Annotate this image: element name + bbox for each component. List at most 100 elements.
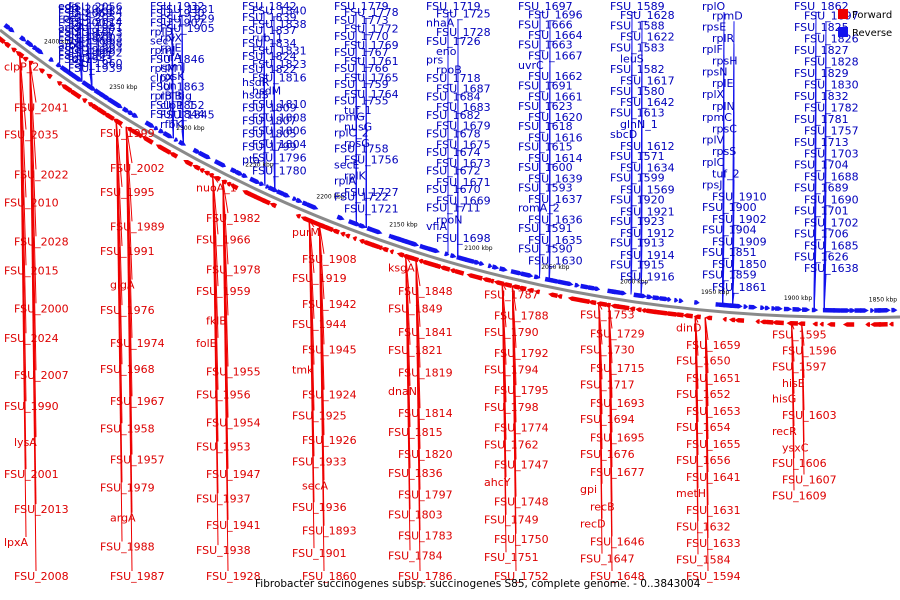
forward-gene-label[interactable]: FSU_2000 xyxy=(14,302,69,315)
reverse-gene-label[interactable]: FSU_1616 xyxy=(528,132,583,145)
forward-gene-label[interactable]: FSU_2024 xyxy=(4,332,59,345)
reverse-gene-label[interactable]: FSU_1840 xyxy=(252,5,307,18)
reverse-gene-label[interactable]: FSU_1615 xyxy=(518,141,573,154)
reverse-gene-label[interactable]: FSU_2052 xyxy=(68,11,123,24)
forward-gene-label[interactable]: FSU_2022 xyxy=(14,168,69,181)
reverse-gene-label[interactable]: FSU_1902 xyxy=(712,213,767,226)
forward-gene-label[interactable]: clpP_2 xyxy=(4,61,39,74)
reverse-gene-label[interactable]: FSU_1614 xyxy=(528,152,583,165)
forward-gene-label[interactable]: FSU_1968 xyxy=(100,363,155,376)
forward-gene-label[interactable]: FSU_1676 xyxy=(580,448,635,461)
forward-gene-label[interactable]: FSU_1787 xyxy=(484,289,539,302)
reverse-gene-label[interactable]: infA xyxy=(160,51,182,64)
forward-gene-label[interactable]: recD xyxy=(580,518,606,531)
reverse-gene-label[interactable]: FSU_1685 xyxy=(804,239,859,252)
reverse-gene-label[interactable]: FSU_1825 xyxy=(794,21,849,34)
reverse-gene-label[interactable]: FSU_1807 xyxy=(242,115,297,128)
forward-gene-label[interactable]: FSU_1848 xyxy=(398,285,453,298)
forward-gene-label[interactable]: FSU_1750 xyxy=(494,533,549,546)
forward-gene-label[interactable]: FSU_1979 xyxy=(100,481,155,494)
forward-gene-label[interactable]: gpi xyxy=(580,483,597,496)
forward-gene-label[interactable]: dinD xyxy=(676,322,701,335)
reverse-gene-label[interactable]: rpsN xyxy=(702,66,727,79)
reverse-gene-label[interactable]: FSU_1580 xyxy=(610,85,665,98)
reverse-gene-label[interactable]: FSU_1683 xyxy=(436,101,491,114)
forward-gene-label[interactable]: FSU_1631 xyxy=(686,504,741,517)
forward-gene-label[interactable]: FSU_1926 xyxy=(302,434,357,447)
reverse-gene-label[interactable]: FSU_1713 xyxy=(794,136,849,149)
reverse-gene-label[interactable]: uvrC xyxy=(518,59,544,72)
forward-gene-label[interactable]: recB xyxy=(590,501,615,514)
reverse-gene-label[interactable]: FSU_1591 xyxy=(518,222,573,235)
reverse-gene-label[interactable]: rpsM xyxy=(150,62,177,75)
reverse-gene-label[interactable]: rpsK xyxy=(160,70,185,83)
reverse-gene-label[interactable]: rplK xyxy=(344,170,367,183)
forward-gene-label[interactable]: FSU_1753 xyxy=(580,309,635,322)
reverse-gene-label[interactable]: FSU_1722 xyxy=(334,191,389,204)
forward-gene-label[interactable]: FSU_1820 xyxy=(398,448,453,461)
reverse-gene-label[interactable]: FSU_1850 xyxy=(712,258,767,271)
reverse-gene-label[interactable]: FSU_1960 xyxy=(68,57,123,70)
reverse-gene-label[interactable]: FSU_2056 xyxy=(68,1,123,14)
reverse-gene-label[interactable]: FSU_1905 xyxy=(160,22,215,35)
reverse-gene-label[interactable]: eda xyxy=(58,0,79,13)
reverse-gene-label[interactable]: FSU_1929 xyxy=(160,12,215,25)
reverse-gene-label[interactable]: FSU_1961 xyxy=(58,48,113,61)
reverse-gene-label[interactable]: FSU_1758 xyxy=(334,142,389,155)
reverse-gene-label[interactable]: FSU_1688 xyxy=(804,170,859,183)
reverse-gene-label[interactable]: FSU_1697 xyxy=(518,0,573,13)
reverse-gene-label[interactable]: FSU_1805 xyxy=(242,128,297,141)
reverse-gene-label[interactable]: FSU_1600 xyxy=(518,161,573,174)
reverse-gene-label[interactable]: FSU_2014 xyxy=(68,16,123,29)
forward-gene-label[interactable]: FSU_2041 xyxy=(14,102,69,115)
reverse-gene-label[interactable]: FSU_1767 xyxy=(334,46,389,59)
reverse-gene-label[interactable]: FSU_1759 xyxy=(334,78,389,91)
forward-gene-label[interactable]: FSU_2015 xyxy=(4,264,59,277)
reverse-gene-label[interactable]: FSU_1618 xyxy=(518,120,573,133)
reverse-gene-label[interactable]: FSU_1663 xyxy=(518,39,573,52)
reverse-gene-label[interactable]: FSU_1829 xyxy=(794,67,849,80)
reverse-gene-label[interactable]: clpX xyxy=(150,71,174,84)
reverse-gene-label[interactable]: FSU_1900 xyxy=(702,201,757,214)
forward-gene-label[interactable]: dnaN xyxy=(388,385,417,398)
reverse-gene-label[interactable]: FSU_1638 xyxy=(804,262,859,275)
reverse-gene-label[interactable]: FSU_1679 xyxy=(436,120,491,133)
reverse-gene-label[interactable]: FSU_1706 xyxy=(794,228,849,241)
reverse-gene-label[interactable]: FSU_1914 xyxy=(620,249,675,262)
reverse-gene-label[interactable]: FSU_1728 xyxy=(436,26,491,39)
reverse-gene-label[interactable]: FSU_1859 xyxy=(702,269,757,282)
reverse-gene-label[interactable]: FSU_1904 xyxy=(702,224,757,237)
reverse-gene-label[interactable]: FSU_1810 xyxy=(252,98,307,111)
forward-gene-label[interactable]: FSU_1606 xyxy=(772,457,827,470)
forward-gene-label[interactable]: FSU_1597 xyxy=(772,361,827,374)
reverse-gene-label[interactable]: FSU_1630 xyxy=(528,255,583,268)
forward-gene-label[interactable]: FSU_1677 xyxy=(590,466,645,479)
reverse-gene-label[interactable]: rpsG xyxy=(344,137,370,150)
reverse-gene-label[interactable]: rpmC xyxy=(702,111,732,124)
reverse-gene-label[interactable]: FSU_1822 xyxy=(242,63,297,76)
forward-gene-label[interactable]: FSU_1694 xyxy=(580,413,635,426)
reverse-gene-label[interactable]: sbcD xyxy=(610,128,637,141)
reverse-gene-label[interactable]: prs xyxy=(426,54,444,67)
forward-gene-label[interactable]: FSU_1762 xyxy=(484,439,539,452)
forward-gene-label[interactable]: FSU_1941 xyxy=(206,519,261,532)
reverse-gene-label[interactable]: FSU_1824 xyxy=(242,50,297,63)
reverse-gene-label[interactable]: FSU_1682 xyxy=(426,109,481,122)
reverse-gene-label[interactable]: FSU_1863 xyxy=(150,81,205,94)
forward-gene-label[interactable]: FSU_1976 xyxy=(100,304,155,317)
forward-gene-label[interactable]: FSU_1730 xyxy=(580,343,635,356)
reverse-gene-label[interactable]: FSU_1779 xyxy=(334,0,389,13)
forward-gene-label[interactable]: FSU_1652 xyxy=(676,388,731,401)
reverse-gene-label[interactable]: pta xyxy=(242,154,260,167)
reverse-gene-label[interactable]: hsdS xyxy=(242,89,269,102)
reverse-gene-label[interactable]: FSU_1766 xyxy=(334,62,389,75)
reverse-gene-label[interactable]: FSU_1981 xyxy=(68,21,123,34)
forward-gene-label[interactable]: FSU_1633 xyxy=(686,537,741,550)
forward-gene-label[interactable]: folE xyxy=(196,337,217,350)
forward-gene-label[interactable]: FSU_1944 xyxy=(292,318,347,331)
forward-gene-label[interactable]: FSU_1584 xyxy=(676,553,731,566)
reverse-gene-label[interactable]: hsdM xyxy=(252,85,281,98)
reverse-gene-label[interactable]: rplR xyxy=(712,32,735,45)
forward-gene-label[interactable]: FSU_1995 xyxy=(100,186,155,199)
reverse-gene-label[interactable]: FSU_1704 xyxy=(794,159,849,172)
